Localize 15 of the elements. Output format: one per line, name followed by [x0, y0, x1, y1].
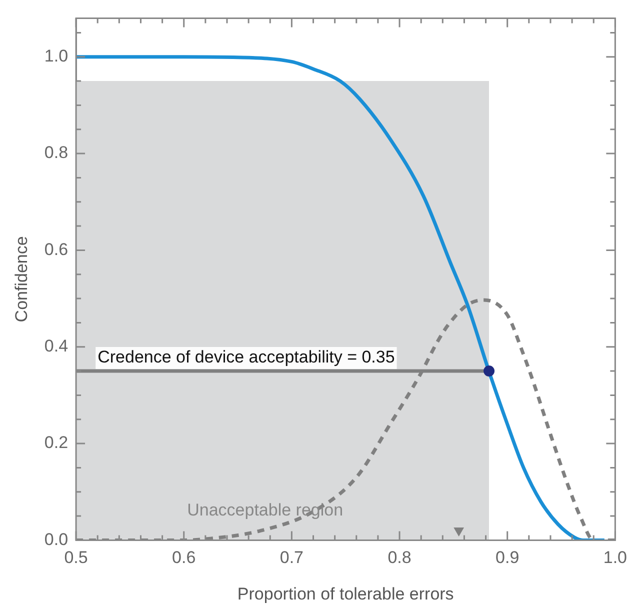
y-tick-label: 0.8	[44, 143, 68, 162]
x-axis-title: Proportion of tolerable errors	[237, 584, 454, 604]
y-tick-label: 0.4	[44, 336, 68, 356]
y-tick-label: 0.2	[44, 433, 68, 452]
x-tick-label: 0.8	[388, 548, 412, 568]
annotation: Credence of device acceptability = 0.35	[98, 348, 395, 367]
y-axis-title: Confidence	[12, 236, 31, 322]
x-tick-label: 0.5	[64, 548, 88, 568]
x-tick-label: 1.0	[603, 548, 628, 568]
x-tick-label: 0.9	[496, 548, 520, 568]
y-tick-label: 1.0	[44, 46, 68, 66]
x-tick-label: 0.6	[172, 548, 196, 568]
y-tick-label: 0.6	[44, 240, 68, 259]
x-tick-label: 0.7	[280, 548, 304, 568]
y-tick-label: 0.0	[44, 530, 68, 549]
